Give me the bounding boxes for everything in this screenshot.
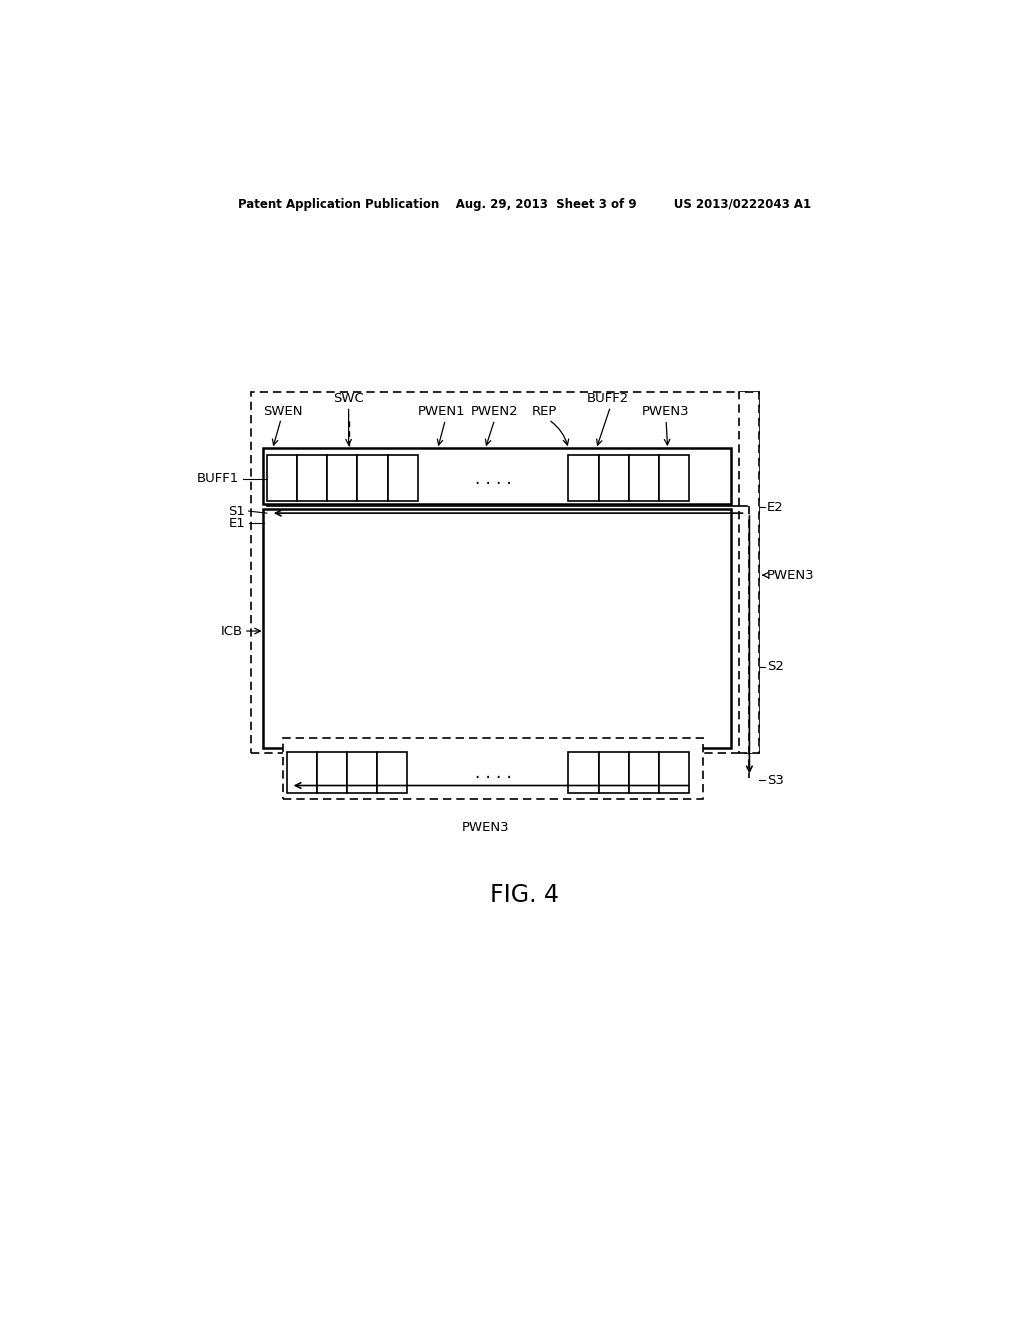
Text: BUFF2: BUFF2 [587, 392, 630, 405]
Text: PWEN3: PWEN3 [461, 821, 509, 834]
Bar [387, 455, 418, 500]
Text: PWEN1: PWEN1 [418, 405, 465, 417]
Bar [297, 455, 328, 500]
Bar [287, 752, 316, 792]
Bar [283, 738, 703, 799]
Bar [263, 510, 731, 748]
Text: . . . .: . . . . [475, 764, 511, 783]
Bar [629, 455, 658, 500]
Bar [599, 752, 629, 792]
Bar [658, 752, 689, 792]
Bar [357, 455, 387, 500]
Bar [739, 392, 759, 752]
Text: PWEN2: PWEN2 [471, 405, 518, 417]
Bar [629, 752, 658, 792]
Bar [658, 455, 689, 500]
Bar [328, 455, 357, 500]
Bar [568, 455, 599, 500]
Text: SWEN: SWEN [263, 405, 302, 417]
Bar [316, 752, 347, 792]
Bar [568, 752, 599, 792]
Bar [599, 455, 629, 500]
Text: PWEN3: PWEN3 [767, 569, 814, 582]
Bar [263, 447, 731, 504]
Text: PWEN3: PWEN3 [642, 405, 690, 417]
Text: S3: S3 [767, 774, 783, 787]
Text: Patent Application Publication    Aug. 29, 2013  Sheet 3 of 9         US 2013/02: Patent Application Publication Aug. 29, … [239, 198, 811, 211]
Text: S1: S1 [228, 504, 246, 517]
Text: . . . .: . . . . [475, 470, 511, 487]
Text: SWC: SWC [333, 392, 364, 405]
Text: ICB: ICB [221, 624, 243, 638]
Text: FIG. 4: FIG. 4 [490, 883, 559, 907]
Bar [377, 752, 408, 792]
Text: E1: E1 [228, 517, 246, 529]
Text: REP: REP [531, 405, 557, 417]
Text: S2: S2 [767, 660, 783, 673]
Text: E2: E2 [767, 500, 783, 513]
Bar [251, 392, 759, 752]
Bar [347, 752, 377, 792]
Text: BUFF1: BUFF1 [197, 473, 240, 484]
Bar [267, 455, 297, 500]
